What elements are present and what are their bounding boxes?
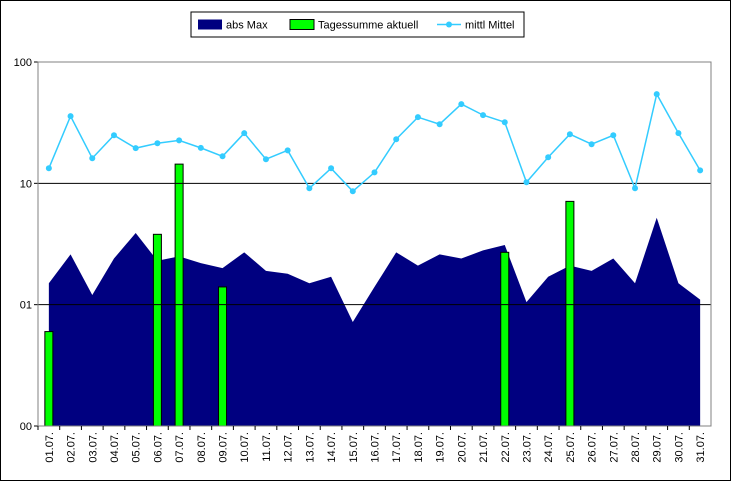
x-tick-label: 23.07. <box>521 432 533 463</box>
x-tick-label: 22.07. <box>500 432 512 463</box>
x-tick-label: 10.07. <box>239 432 251 463</box>
point <box>545 154 552 161</box>
x-tick-label: 12.07. <box>283 432 295 463</box>
point <box>632 185 639 192</box>
bar <box>174 163 184 427</box>
point <box>653 91 660 98</box>
x-tick-label: 03.07. <box>87 432 99 463</box>
legend: abs Max Tagessumme aktuell mittl Mittel <box>190 11 525 38</box>
x-tick-label: 11.07. <box>261 432 273 462</box>
x-tick-label: 28.07. <box>630 432 642 463</box>
point <box>458 101 465 108</box>
point <box>371 169 378 176</box>
x-tick-label: 18.07. <box>413 432 425 463</box>
x-tick-label: 31.07. <box>695 432 707 463</box>
point <box>306 185 313 192</box>
y-tick-label: 10 <box>20 178 32 190</box>
point <box>588 141 595 148</box>
bar <box>500 251 510 427</box>
x-tick-label: 16.07. <box>370 432 382 463</box>
point <box>393 136 400 143</box>
x-tick-label: 25.07. <box>565 432 577 463</box>
point <box>67 113 74 120</box>
x-tick-label: 02.07. <box>66 432 78 463</box>
point <box>349 188 356 195</box>
point <box>262 156 269 163</box>
legend-label: mittl Mittel <box>465 20 515 32</box>
x-tick-label: 08.07. <box>196 432 208 463</box>
point <box>89 155 96 162</box>
bar <box>218 286 228 427</box>
point <box>480 112 487 119</box>
x-tick-label: 21.07. <box>478 432 490 463</box>
x-tick-label: 14.07. <box>326 432 338 463</box>
point <box>328 165 335 172</box>
point <box>219 153 226 160</box>
x-tick-label: 20.07. <box>456 432 468 463</box>
point <box>132 145 139 152</box>
bar <box>44 331 54 427</box>
point <box>176 137 183 144</box>
point <box>697 167 704 174</box>
y-tick-label: 01 <box>20 300 32 312</box>
x-tick-label: 07.07. <box>174 432 186 463</box>
bar <box>152 233 162 427</box>
x-tick-label: 05.07. <box>131 432 143 463</box>
point <box>523 179 530 186</box>
x-tick-label: 01.07. <box>44 432 56 463</box>
point <box>284 147 291 154</box>
point <box>45 165 52 172</box>
legend-label: Tagessumme aktuell <box>318 20 418 32</box>
x-tick-label: 26.07. <box>587 432 599 463</box>
point <box>436 121 443 128</box>
x-tick-label: 24.07. <box>543 432 555 463</box>
legend-swatch <box>198 19 222 30</box>
legend-swatch <box>289 19 315 30</box>
x-tick-label: 29.07. <box>652 432 664 463</box>
plot-border <box>37 61 712 427</box>
x-tick-label: 06.07. <box>152 432 164 463</box>
x-tick-label: 27.07. <box>608 432 620 463</box>
x-tick-label: 04.07. <box>109 432 121 463</box>
y-tick-label: 00 <box>20 421 32 433</box>
point <box>501 119 508 126</box>
legend-box <box>190 11 525 38</box>
x-tick-label: 30.07. <box>673 432 685 463</box>
bar <box>565 200 575 427</box>
point <box>110 132 117 139</box>
area <box>48 217 701 426</box>
x-tick-label: 15.07. <box>348 432 360 463</box>
x-tick-label: 17.07. <box>391 432 403 463</box>
x-tick-label: 13.07. <box>304 432 316 463</box>
x-tick-label: 09.07. <box>218 432 230 463</box>
legend-label: abs Max <box>226 20 268 32</box>
point <box>675 130 682 137</box>
y-tick-label: 100 <box>14 57 32 69</box>
point <box>241 130 248 137</box>
point <box>197 144 204 151</box>
x-tick-label: 19.07. <box>435 432 447 463</box>
point <box>610 132 617 139</box>
point <box>414 114 421 121</box>
point <box>566 131 573 138</box>
legend-swatch <box>446 21 452 28</box>
point <box>154 140 161 147</box>
